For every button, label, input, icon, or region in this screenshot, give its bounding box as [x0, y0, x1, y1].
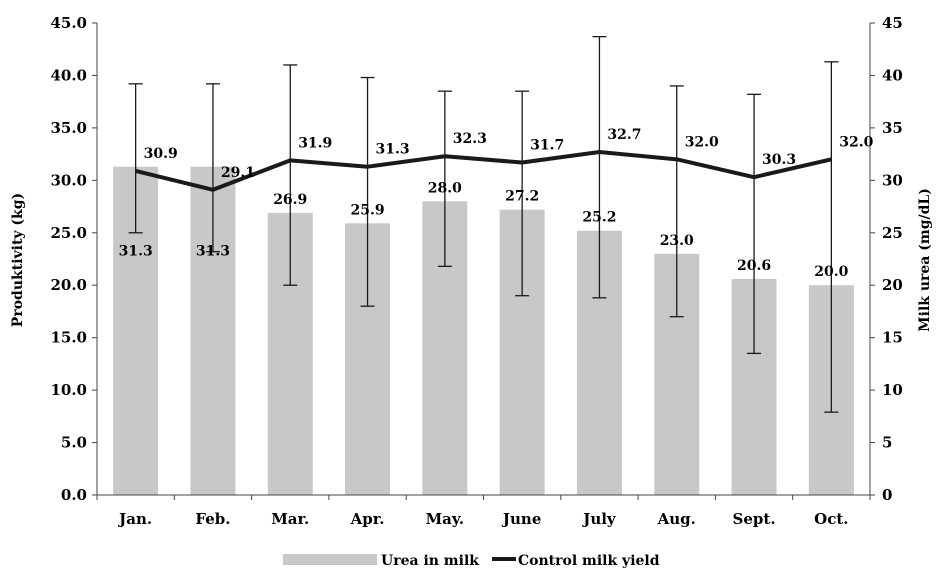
x-tick-label: May.: [426, 510, 465, 528]
bar-data-label: 25.9: [350, 202, 384, 218]
line-data-label: 32.0: [839, 134, 873, 150]
bar-data-label: 20.6: [737, 258, 771, 274]
y-left-tick-label: 20.0: [50, 276, 87, 294]
y-right-tick-label: 0: [882, 486, 892, 504]
x-tick-label: Feb.: [195, 510, 230, 528]
y-right-tick-label: 10: [882, 381, 903, 399]
y-right-tick-label: 35: [882, 119, 903, 137]
bar-data-label: 31.3: [119, 244, 153, 260]
bar-data-label: 23.0: [660, 233, 694, 249]
y-right-tick-label: 15: [882, 329, 903, 347]
bar-data-label: 28.0: [428, 180, 462, 196]
line-data-label: 32.3: [453, 131, 487, 147]
line-data-label: 30.9: [144, 146, 178, 162]
error-bars-layer: [128, 35, 839, 413]
bar-data-label: 26.9: [273, 192, 307, 208]
x-tick-label: July: [581, 510, 617, 528]
bar-data-label: 25.2: [582, 210, 616, 226]
bar-data-label: 31.3: [196, 244, 230, 260]
x-tick-label: Jan.: [117, 510, 152, 528]
y-axis-left-title: Produktivity (kg): [10, 193, 26, 327]
line-data-label: 30.3: [762, 152, 796, 168]
y-left-tick-label: 15.0: [50, 329, 87, 347]
y-left-tick-label: 45.0: [50, 14, 87, 32]
line-data-label: 31.7: [530, 138, 564, 154]
line-data-label: 31.3: [375, 142, 409, 158]
y-right-tick-label: 5: [882, 434, 892, 452]
y-right-tick-label: 25: [882, 224, 903, 242]
bar-data-label: 20.0: [814, 264, 848, 280]
y-right-tick-label: 40: [882, 66, 903, 84]
axes-layer: 0.0 5.0 10.0 15.0 20.0 25.0 30.0 35.0 40.0 45.0 0 5…: [50, 14, 902, 528]
line-layer: [135, 150, 832, 192]
x-tick-label: Oct.: [814, 510, 848, 528]
y-left-tick-label: 10.0: [50, 381, 87, 399]
legend-label-yield: Control milk yield: [518, 553, 660, 569]
y-right-tick-label: 20: [882, 276, 903, 294]
legend-label-urea: Urea in milk: [381, 553, 479, 569]
y-left-tick-label: 25.0: [50, 224, 87, 242]
y-left-tick-label: 35.0: [50, 119, 87, 137]
y-left-tick-label: 30.0: [50, 171, 87, 189]
y-right-tick-label: 45: [882, 14, 903, 32]
y-left-tick-label: 0.0: [61, 486, 87, 504]
y-left-tick-label: 40.0: [50, 66, 87, 84]
y-right-tick-label: 30: [882, 171, 903, 189]
legend-swatch-urea: [283, 554, 377, 565]
x-tick-label: Apr.: [350, 510, 385, 528]
x-tick-label: Sept.: [733, 510, 776, 528]
line-data-label: 32.7: [607, 127, 641, 143]
x-tick-label: Aug.: [657, 510, 696, 528]
y-axis-right-title: Milk urea (mg/dL): [917, 188, 933, 332]
x-tick-label: Mar.: [271, 510, 309, 528]
line-data-label: 31.9: [298, 135, 332, 151]
bars-layer: [113, 166, 854, 496]
data-labels-layer: 31.3 31.3 26.9 25.9 28.0 27.2 25.2 23.0 20.6 20.0…: [119, 127, 874, 280]
control-milk-yield-line: [135, 150, 832, 192]
y-left-tick-label: 5.0: [61, 434, 87, 452]
line-data-label: 29.1: [221, 165, 255, 181]
line-data-label: 32.0: [685, 134, 719, 150]
legend: Urea in milk Control milk yield: [283, 553, 660, 569]
bar-data-label: 27.2: [505, 189, 539, 205]
x-tick-label: June: [501, 510, 541, 528]
